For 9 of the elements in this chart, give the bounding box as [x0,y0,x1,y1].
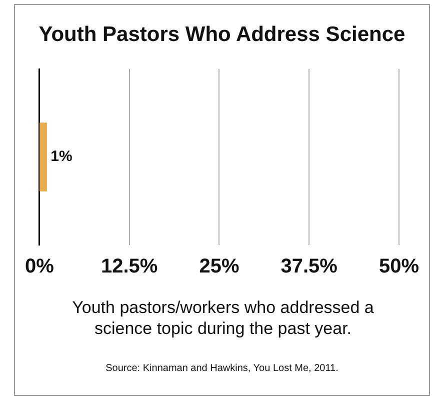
x-tick-label: 50% [378,256,420,278]
x-tick-label: 0% [25,256,54,278]
x-axis-title: Youth pastors/workers who addressed a science topic during the past year. [71,297,375,339]
data-label: 1% [50,148,72,166]
source-note: Source: Kinnaman and Hawkins, You Lost Me, 2011. [104,363,340,374]
x-tick-label: 12.5% [100,256,158,278]
x-tick-label: 37.5% [280,256,338,278]
x-tick-label: 25% [199,256,240,278]
chart-title: Youth Pastors Who Address Science [38,23,406,47]
